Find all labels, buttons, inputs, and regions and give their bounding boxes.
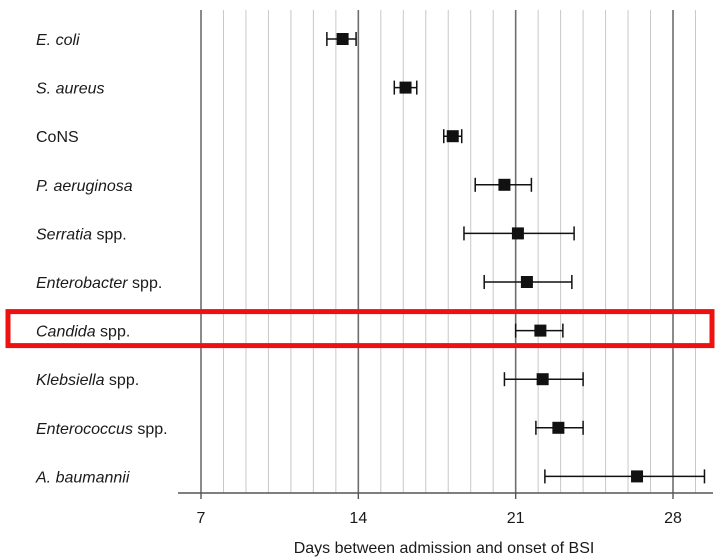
category-label-part: Serratia (36, 226, 92, 243)
x-tick-label: 7 (197, 510, 206, 527)
category-label: Klebsiella spp. (36, 372, 139, 389)
point-estimate-marker (399, 81, 412, 94)
point-estimate-marker (631, 470, 644, 483)
point-estimate-marker (552, 421, 565, 434)
category-label: E. coli (36, 32, 80, 49)
category-label: Enterobacter spp. (36, 275, 162, 292)
x-tick-label: 21 (507, 510, 525, 527)
category-label: S. aureus (36, 81, 104, 98)
category-label-part: P. aeruginosa (36, 178, 133, 195)
category-label-part: A. baumannii (35, 469, 130, 486)
category-label-part: spp. (92, 226, 127, 243)
data-marks (326, 32, 706, 484)
point-estimate-marker (498, 178, 511, 191)
x-axis-title: Days between admission and onset of BSI (294, 540, 595, 557)
highlight-layer (5, 309, 715, 349)
category-label: A. baumannii (35, 469, 130, 486)
category-label-part: Enterobacter (36, 275, 128, 292)
grid-lines (200, 10, 696, 493)
category-label-part: spp. (128, 275, 163, 292)
point-estimate-marker (536, 373, 549, 386)
category-label: P. aeruginosa (36, 178, 133, 195)
point-estimate-marker (520, 276, 533, 288)
category-labels: E. coli S. aureus CoNS P. aeruginosa Serrati… (35, 32, 168, 486)
point-estimate-marker (446, 130, 459, 143)
x-tick-label: 28 (664, 510, 682, 527)
category-label: Enterococcus spp. (36, 421, 168, 438)
category-label-part: Klebsiella (36, 372, 105, 389)
point-estimate-marker (336, 33, 349, 45)
x-tick-label: 14 (349, 510, 367, 527)
category-label-part: E. coli (36, 32, 80, 49)
category-label: Candida spp. (36, 324, 130, 341)
category-label-part: Candida (36, 324, 96, 341)
highlight-box (5, 309, 715, 349)
category-label-part: S. aureus (36, 81, 104, 98)
category-label-part: spp. (96, 324, 131, 341)
category-label: Serratia spp. (36, 226, 127, 243)
point-estimate-marker (534, 324, 547, 337)
category-label-part: spp. (104, 372, 139, 389)
point-estimate-marker (511, 227, 524, 240)
category-label-part: CoNS (36, 129, 79, 146)
category-label: CoNS (36, 129, 79, 146)
category-label-part: spp. (133, 421, 168, 438)
x-axis: 7 14 21 28 (178, 492, 713, 527)
category-label-part: Enterococcus (36, 421, 133, 438)
